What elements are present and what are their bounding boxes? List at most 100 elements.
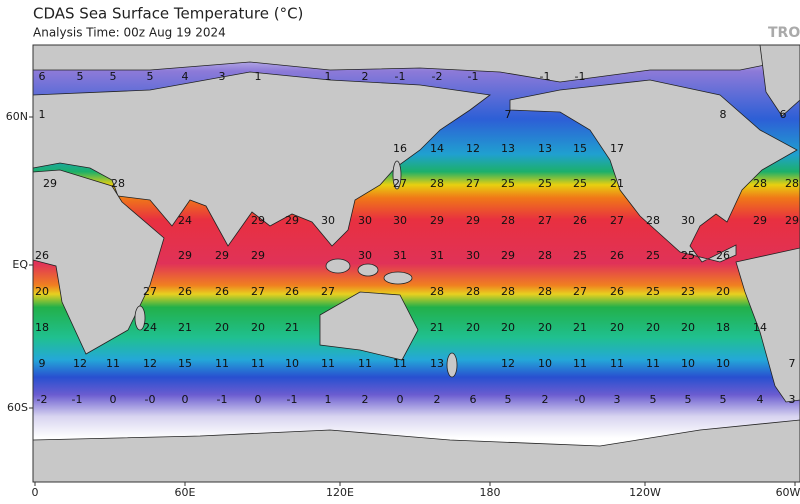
- sst-label: 25: [681, 249, 695, 262]
- sst-label: 21: [178, 321, 192, 334]
- sst-label: -1: [287, 393, 298, 406]
- sst-label: 5: [720, 393, 727, 406]
- sst-label: 12: [73, 357, 87, 370]
- sst-label: 15: [573, 142, 587, 155]
- sst-label: 8: [720, 108, 727, 121]
- sst-label: 15: [178, 357, 192, 370]
- sst-label: 27: [610, 214, 624, 227]
- title: CDAS Sea Surface Temperature (°C): [33, 5, 303, 23]
- sst-label: 13: [430, 357, 444, 370]
- sst-label: 29: [43, 177, 57, 190]
- sst-label: 10: [681, 357, 695, 370]
- sst-label: -1: [217, 393, 228, 406]
- sst-label: 0: [110, 393, 117, 406]
- sst-label: 5: [650, 393, 657, 406]
- sst-label: 21: [285, 321, 299, 334]
- sst-label: 27: [143, 285, 157, 298]
- sst-label: 23: [681, 285, 695, 298]
- lon-label: 120W: [629, 486, 661, 499]
- map-frame: [32, 44, 800, 483]
- subtitle: Analysis Time: 00z Aug 19 2024: [33, 26, 226, 40]
- sst-label: 26: [716, 249, 730, 262]
- sst-label: 3: [789, 393, 796, 406]
- sst-label: 12: [501, 357, 515, 370]
- sst-label: -0: [145, 393, 156, 406]
- sst-label: 28: [785, 177, 799, 190]
- sst-label: -2: [37, 393, 48, 406]
- sst-label: 2: [362, 393, 369, 406]
- sst-label: 26: [285, 285, 299, 298]
- sst-label: 5: [505, 393, 512, 406]
- sst-label: 1: [39, 108, 46, 121]
- sst-label: 6: [780, 108, 787, 121]
- sst-label: 29: [785, 214, 799, 227]
- sst-label: 29: [251, 214, 265, 227]
- lat-label: 60S: [7, 401, 28, 414]
- sst-label: 11: [106, 357, 120, 370]
- sst-label: 12: [143, 357, 157, 370]
- sst-label: 20: [681, 321, 695, 334]
- sst-label: 11: [215, 357, 229, 370]
- sst-label: 2: [362, 70, 369, 83]
- sst-label: 26: [610, 285, 624, 298]
- sst-label: 11: [251, 357, 265, 370]
- sst-label: 4: [757, 393, 764, 406]
- sst-label: -1: [72, 393, 83, 406]
- sst-label: 21: [573, 321, 587, 334]
- sst-label: 31: [430, 249, 444, 262]
- sst-label: 25: [646, 249, 660, 262]
- sst-label: 27: [466, 177, 480, 190]
- sst-label: 26: [573, 214, 587, 227]
- lat-label: EQ: [12, 258, 28, 271]
- sst-label: 30: [681, 214, 695, 227]
- sst-label: 20: [35, 285, 49, 298]
- sst-label: 28: [430, 177, 444, 190]
- sst-label: 6: [470, 393, 477, 406]
- sst-label: 0: [182, 393, 189, 406]
- sst-label: 29: [251, 249, 265, 262]
- sst-label: 11: [610, 357, 624, 370]
- sst-label: 14: [753, 321, 767, 334]
- sst-label: 28: [111, 177, 125, 190]
- sst-label: 28: [501, 285, 515, 298]
- sst-label: 27: [538, 214, 552, 227]
- sst-label: 20: [251, 321, 265, 334]
- sst-label: 27: [393, 177, 407, 190]
- lon-label: 120E: [326, 486, 354, 499]
- sst-label: 11: [321, 357, 335, 370]
- sst-label: 11: [573, 357, 587, 370]
- sst-label: 10: [538, 357, 552, 370]
- sst-label: 1: [255, 70, 262, 83]
- sst-label: 12: [466, 142, 480, 155]
- lon-label: 0: [32, 486, 39, 499]
- sst-label: 20: [215, 321, 229, 334]
- sst-label: 28: [538, 285, 552, 298]
- sst-label: 18: [716, 321, 730, 334]
- sst-label: 13: [501, 142, 515, 155]
- sst-label: 21: [430, 321, 444, 334]
- lon-label: 60W: [776, 486, 800, 499]
- sst-label: 20: [538, 321, 552, 334]
- sst-label: 30: [358, 214, 372, 227]
- sst-label: 26: [35, 249, 49, 262]
- lat-label: 60N: [6, 110, 28, 123]
- sst-label: 26: [610, 249, 624, 262]
- sst-label: 3: [219, 70, 226, 83]
- sst-label: 2: [542, 393, 549, 406]
- sst-label: 29: [178, 249, 192, 262]
- sst-label: 30: [466, 249, 480, 262]
- sst-label: 29: [215, 249, 229, 262]
- sst-label: 28: [466, 285, 480, 298]
- sst-label: 31: [393, 249, 407, 262]
- sst-label: 26: [178, 285, 192, 298]
- sst-label: 25: [501, 177, 515, 190]
- sst-label: 16: [393, 142, 407, 155]
- sst-label: 21: [610, 177, 624, 190]
- sst-label: 20: [466, 321, 480, 334]
- sst-label: 30: [321, 214, 335, 227]
- sst-label: 20: [716, 285, 730, 298]
- sst-label: 13: [538, 142, 552, 155]
- sst-label: 4: [182, 70, 189, 83]
